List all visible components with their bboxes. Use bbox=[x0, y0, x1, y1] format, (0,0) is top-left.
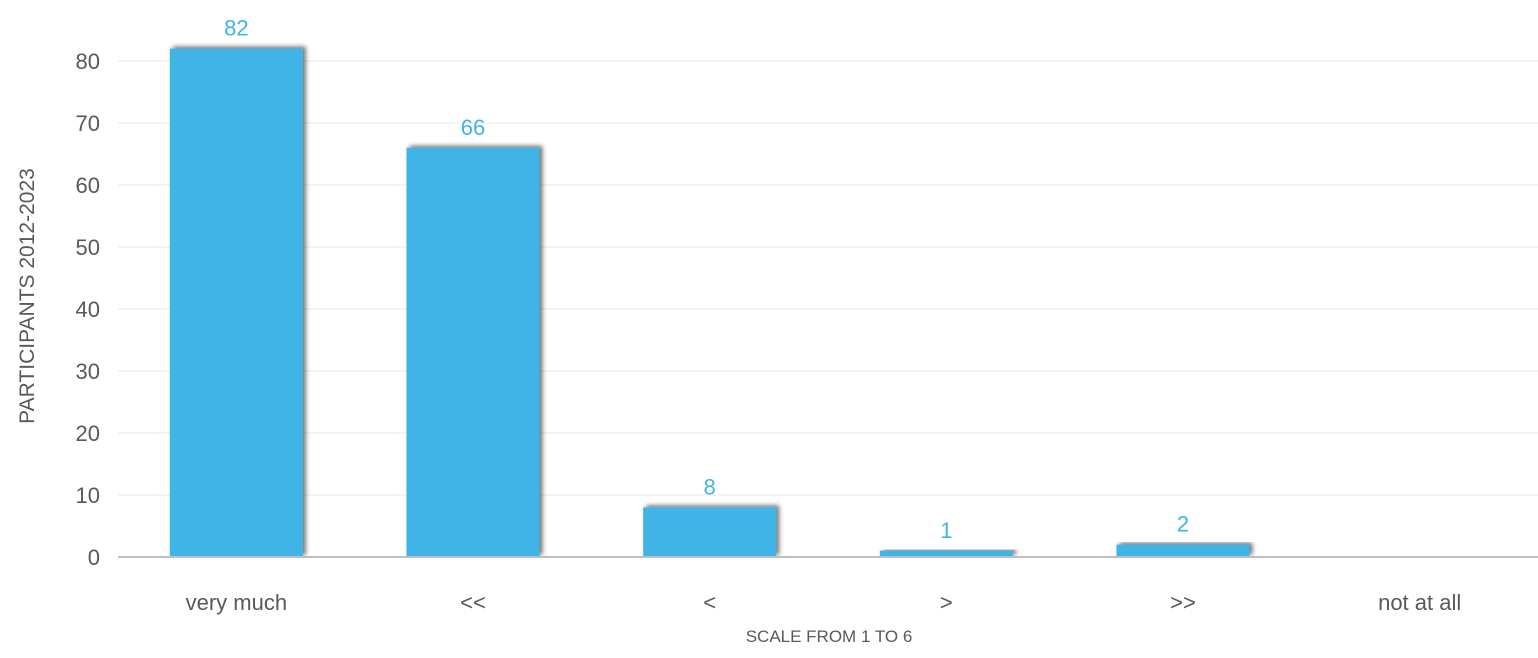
data-label: 1 bbox=[940, 518, 952, 543]
y-tick-label: 0 bbox=[88, 545, 100, 570]
x-tick-label: not at all bbox=[1378, 590, 1461, 615]
y-tick-label: 70 bbox=[76, 111, 100, 136]
x-tick-label: << bbox=[460, 590, 486, 615]
bar bbox=[643, 507, 777, 557]
data-labels: 82 66 8 1 2 bbox=[224, 16, 1189, 543]
data-label: 66 bbox=[461, 115, 485, 140]
y-tick-label: 20 bbox=[76, 421, 100, 446]
x-axis-title: SCALE FROM 1 TO 6 bbox=[746, 627, 913, 646]
y-tick-label: 30 bbox=[76, 359, 100, 384]
data-label: 2 bbox=[1177, 512, 1189, 537]
bar bbox=[406, 147, 540, 558]
data-label: 82 bbox=[224, 16, 248, 41]
x-tick-label: very much bbox=[186, 590, 287, 615]
y-tick-label: 50 bbox=[76, 235, 100, 260]
bars bbox=[169, 48, 1250, 558]
y-tick-label: 80 bbox=[76, 49, 100, 74]
gridlines bbox=[118, 60, 1538, 496]
bar bbox=[879, 550, 1013, 557]
bar bbox=[1116, 544, 1250, 557]
y-tick-label: 10 bbox=[76, 483, 100, 508]
y-tick-label: 60 bbox=[76, 173, 100, 198]
x-tick-label: < bbox=[703, 590, 716, 615]
x-tick-label: > bbox=[940, 590, 953, 615]
data-label: 8 bbox=[704, 474, 716, 499]
x-tick-label: >> bbox=[1170, 590, 1196, 615]
y-axis-title: PARTICIPANTS 2012-2023 bbox=[16, 168, 39, 424]
bar bbox=[169, 48, 303, 557]
y-tick-label: 40 bbox=[76, 297, 100, 322]
